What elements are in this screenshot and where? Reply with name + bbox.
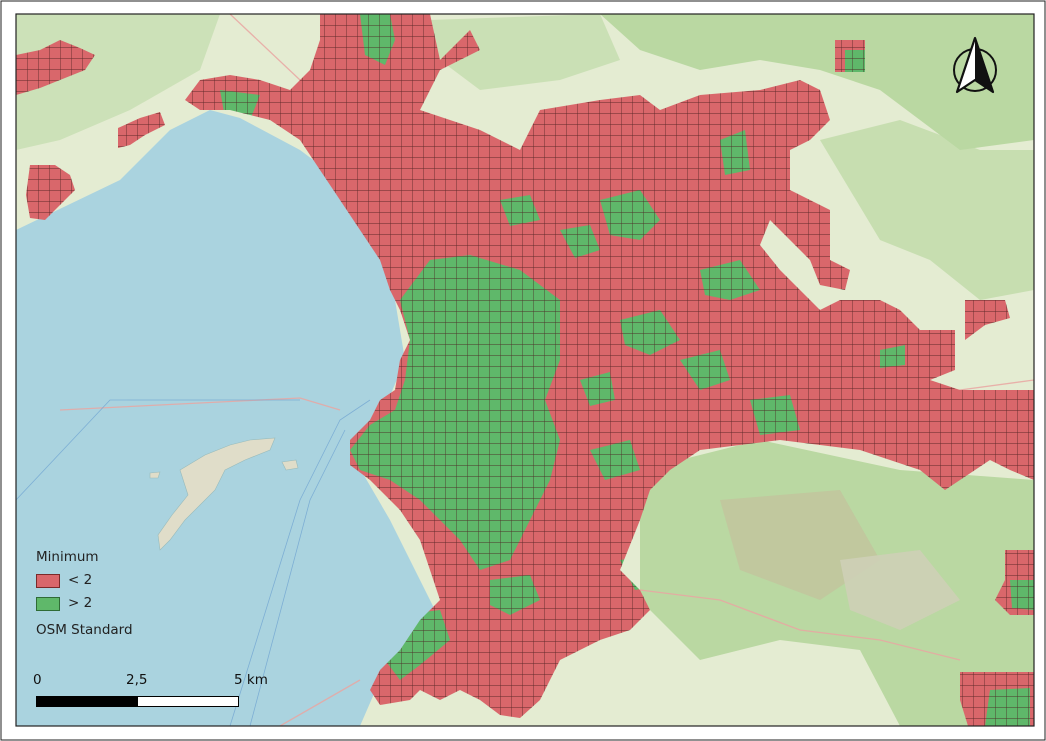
grid-layer bbox=[16, 14, 1034, 726]
north-arrow-icon bbox=[952, 36, 998, 96]
scale-bar: 0 2,5 5 km bbox=[33, 672, 276, 712]
scale-label-0: 0 bbox=[33, 672, 42, 688]
legend-swatch-low bbox=[36, 574, 60, 588]
scale-segment-white bbox=[137, 696, 239, 707]
scale-segment-black bbox=[36, 696, 138, 707]
legend-swatch-high bbox=[36, 597, 60, 611]
legend-label-high: > 2 bbox=[68, 595, 93, 611]
scale-label-mid: 2,5 bbox=[126, 672, 148, 688]
map-border bbox=[15, 13, 1035, 727]
legend-title: Minimum bbox=[36, 549, 99, 565]
scale-label-end: 5 km bbox=[234, 672, 268, 688]
legend-label-low: < 2 bbox=[68, 572, 93, 588]
basemap-label: OSM Standard bbox=[36, 622, 133, 638]
